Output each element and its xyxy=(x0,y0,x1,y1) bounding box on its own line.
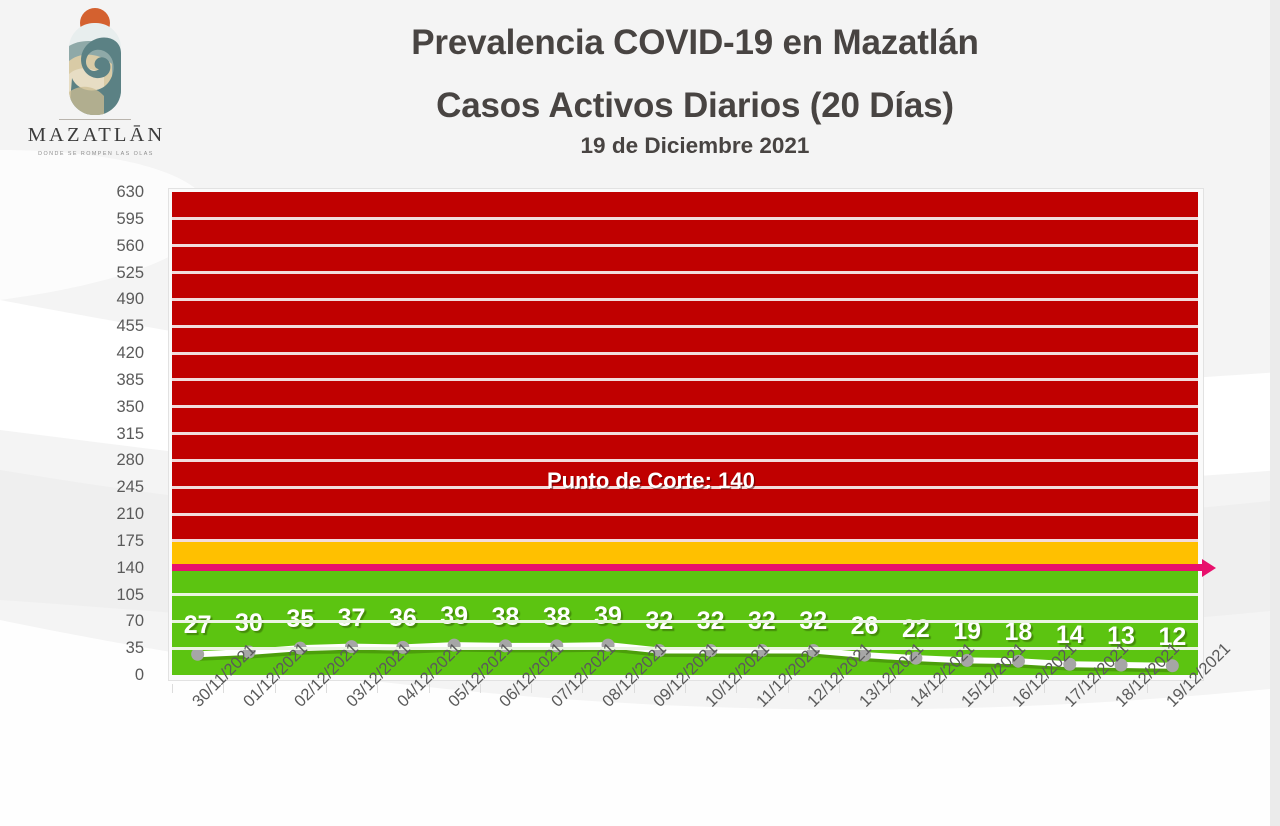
gridline xyxy=(172,271,1198,274)
cut-off-label: Punto de Corte: 140 xyxy=(547,468,755,493)
y-axis: 630 595 560 525 490 455 420 385 350 315 280 245 210 1… xyxy=(88,0,144,826)
x-axis-tickmark xyxy=(1146,684,1148,693)
x-axis-tickmark xyxy=(172,684,173,693)
gridline xyxy=(172,324,1198,328)
data-point-marker xyxy=(1011,654,1025,668)
gridline xyxy=(172,512,1198,516)
y-axis-tick: 315 xyxy=(116,424,144,443)
x-axis: 30/11/2021 01/12/2021 02/12/2021 03/12/2021… xyxy=(172,640,1234,804)
y-axis-tick: 595 xyxy=(116,209,144,228)
y-axis-tick: 560 xyxy=(116,236,144,255)
value-band-amarillo xyxy=(172,540,1198,568)
data-label: 22 xyxy=(901,615,930,644)
data-point-marker xyxy=(191,647,205,661)
cut-off-arrow-icon xyxy=(1202,558,1216,577)
report-date: 19 de Diciembre 2021 xyxy=(580,132,810,158)
data-point-marker xyxy=(858,648,872,662)
plot-area: 2730353736393838393232323226221918141312… xyxy=(172,192,1216,675)
y-axis-tick: 0 xyxy=(134,665,144,684)
gridline xyxy=(172,405,1198,409)
gridline xyxy=(172,378,1198,382)
cut-off-line xyxy=(172,564,1204,572)
data-label: 27 xyxy=(183,611,212,640)
y-axis-tick: 105 xyxy=(116,585,144,604)
gridline xyxy=(172,485,1198,489)
x-axis-tickmark xyxy=(274,684,276,693)
x-axis-tickmark xyxy=(325,684,327,693)
x-axis-tickmark xyxy=(1044,684,1046,693)
y-axis-tick: 350 xyxy=(116,397,144,416)
y-axis-tick: 175 xyxy=(116,531,144,550)
data-label: 38 xyxy=(491,602,520,631)
data-label: 35 xyxy=(286,605,314,634)
gridline xyxy=(172,217,1198,221)
data-point-marker xyxy=(1114,658,1128,672)
x-axis-tickmark xyxy=(1095,684,1097,693)
y-axis-tick: 525 xyxy=(116,263,144,282)
data-label: 30 xyxy=(235,609,263,637)
data-label: 39 xyxy=(440,602,469,631)
value-band-rojo xyxy=(172,192,1198,541)
x-axis-tickmark xyxy=(633,684,635,693)
gridline xyxy=(172,458,1198,462)
gridline xyxy=(172,593,1198,596)
gridline xyxy=(172,539,1198,543)
data-point-marker xyxy=(909,651,923,665)
page-subtitle: Casos Activos Diarios (20 Días) xyxy=(436,86,954,126)
logo-divider xyxy=(59,119,131,120)
x-axis-tickmark xyxy=(787,684,789,693)
data-label: 38 xyxy=(542,602,571,631)
y-axis-tick: 630 xyxy=(116,182,144,201)
x-axis-tickmark xyxy=(479,684,481,693)
gridline xyxy=(172,619,1198,623)
y-axis-tick: 455 xyxy=(116,316,144,335)
x-axis-tickmark xyxy=(582,684,584,693)
x-axis-tickmark xyxy=(428,684,430,693)
y-axis-tick: 490 xyxy=(116,290,144,309)
x-axis-tickmark xyxy=(685,684,686,693)
y-axis-tick: 280 xyxy=(116,451,144,470)
data-label: 39 xyxy=(594,602,622,631)
data-label: 14 xyxy=(1055,621,1084,650)
data-point-marker xyxy=(960,653,974,667)
data-label: 36 xyxy=(388,604,417,633)
x-axis-tickmark xyxy=(838,684,840,693)
chart-header: Prevalencia COVID-19 en Mazatlán Casos A… xyxy=(190,22,1200,159)
x-axis-tickmark xyxy=(992,684,994,693)
y-axis-tick: 140 xyxy=(116,558,144,577)
gridline xyxy=(172,432,1198,435)
y-axis-tick: 420 xyxy=(116,343,144,362)
y-axis-tick: 385 xyxy=(116,370,144,389)
x-axis-tickmark xyxy=(531,684,533,693)
x-axis-tickmark xyxy=(377,684,379,693)
data-point-marker xyxy=(345,640,359,654)
x-axis-tickmark xyxy=(941,684,943,693)
y-axis-tick: 70 xyxy=(125,612,144,631)
mazatlan-wave-shell-icon xyxy=(69,8,121,115)
y-axis-tick: 245 xyxy=(116,477,144,496)
gridline xyxy=(172,351,1198,355)
logo-tagline: DONDE SE ROMPEN LAS OLAS xyxy=(38,150,154,157)
data-label: 26 xyxy=(850,612,879,641)
gridline xyxy=(172,244,1198,248)
x-axis-tickmark xyxy=(223,684,225,693)
page-title: Prevalencia COVID-19 en Mazatlán xyxy=(411,23,979,62)
logo-wordmark: MAZATLĀN xyxy=(27,124,166,146)
gridline xyxy=(172,646,1198,650)
mazatlan-logo: MAZATLĀN DONDE SE ROMPEN LAS OLAS xyxy=(20,6,170,171)
y-axis-tick: 35 xyxy=(125,638,144,657)
data-label: 18 xyxy=(1004,618,1033,647)
data-label: 13 xyxy=(1107,622,1135,651)
page-right-edge xyxy=(1270,0,1280,826)
data-point-marker xyxy=(1165,659,1179,673)
y-axis-tick: 210 xyxy=(116,504,144,523)
data-point-marker xyxy=(1063,657,1077,671)
gridline xyxy=(172,297,1198,301)
data-label: 12 xyxy=(1158,622,1187,651)
data-label: 37 xyxy=(337,603,366,632)
x-axis-tickmark xyxy=(736,684,738,693)
x-axis-tickmark xyxy=(890,684,892,693)
